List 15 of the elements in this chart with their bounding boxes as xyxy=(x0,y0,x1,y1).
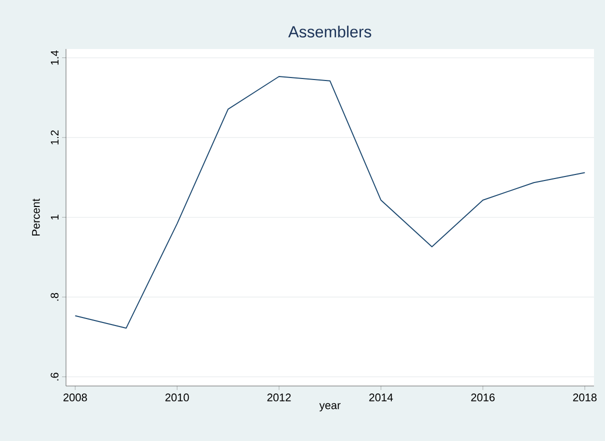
y-tick-label: 1 xyxy=(50,214,58,220)
y-tick-label: 1.4 xyxy=(50,50,58,65)
x-tick-label: 2014 xyxy=(369,394,393,402)
y-tick-label: 1.2 xyxy=(50,130,58,144)
line-series xyxy=(74,76,586,329)
y-tick-label: .8 xyxy=(50,292,58,301)
y-tick-label: .6 xyxy=(50,372,58,380)
x-tick-label: 2012 xyxy=(267,394,291,402)
x-tick-label: 2008 xyxy=(63,394,87,402)
x-axis-title: year xyxy=(319,403,341,412)
x-tick-label: 2016 xyxy=(471,394,495,402)
x-tick-label: 2010 xyxy=(165,394,189,402)
x-tick-label: 2018 xyxy=(573,394,597,402)
chart-title: Assemblers xyxy=(288,26,372,38)
y-axis-title: Percent xyxy=(32,198,40,236)
